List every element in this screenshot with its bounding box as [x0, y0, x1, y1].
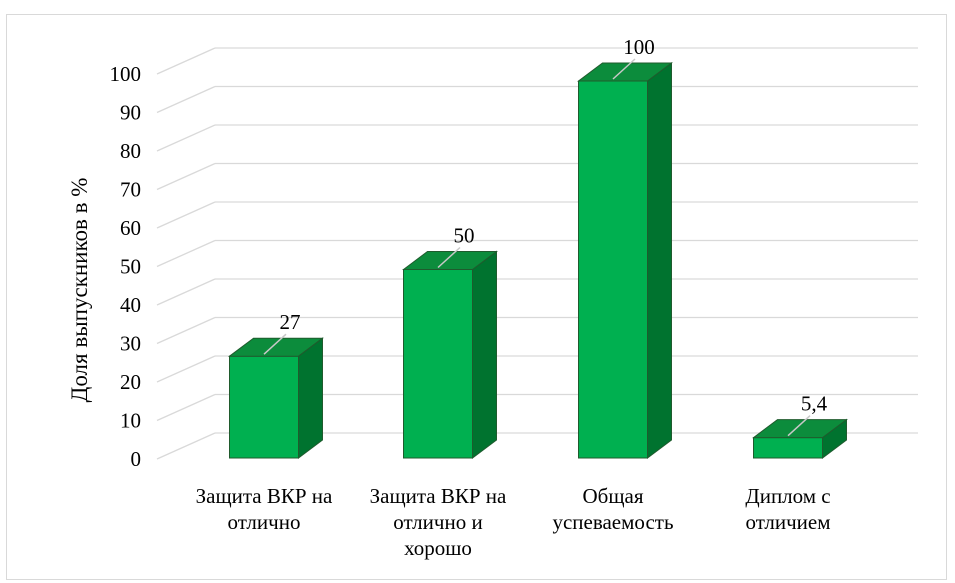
gridline-diagonal — [156, 201, 216, 229]
y-tick-labels: 0 10 20 30 40 50 60 70 80 90 100 — [110, 62, 142, 471]
bar-front — [229, 355, 299, 459]
y-tick-label: 0 — [131, 447, 142, 471]
bars — [228, 62, 848, 459]
data-label-leader — [437, 246, 461, 269]
gridlines — [156, 47, 918, 460]
data-label-leader — [787, 415, 811, 437]
x-category-label-line: отличием — [745, 510, 830, 534]
data-label: 100 — [623, 35, 655, 59]
y-tick-label: 10 — [120, 409, 141, 433]
data-label: 5,4 — [801, 392, 828, 416]
data-labels: 27 50 100 5,4 — [263, 35, 828, 437]
y-tick-label: 50 — [120, 255, 141, 279]
bar-top — [752, 419, 848, 439]
data-label-leader — [263, 333, 287, 355]
y-tick-label: 30 — [120, 332, 141, 356]
x-category-label-line: Диплом с — [745, 484, 830, 508]
bar-side — [472, 250, 497, 459]
gridline-diagonal — [156, 393, 216, 422]
bar-top — [228, 337, 324, 357]
y-tick-label: 60 — [120, 216, 141, 240]
bar-front — [578, 80, 648, 459]
gridline-diagonal — [156, 355, 216, 383]
gridline-diagonal — [156, 124, 216, 152]
gridline-diagonal — [156, 239, 216, 268]
bar-top — [577, 62, 673, 82]
bar-front — [403, 269, 473, 459]
data-label-leader — [612, 58, 636, 80]
gridline-diagonal — [156, 278, 216, 306]
data-label: 27 — [280, 310, 301, 334]
x-category-label-line: хорошо — [404, 536, 472, 560]
y-tick-label: 90 — [120, 101, 141, 125]
y-axis-title: Доля выпускников в % — [67, 178, 92, 403]
gridline-diagonal — [156, 316, 216, 345]
y-tick-label: 100 — [110, 62, 142, 86]
x-category-label-line: успеваемость — [552, 510, 673, 534]
gridline-diagonal — [156, 432, 216, 460]
y-tick-label: 70 — [120, 178, 141, 202]
gridline-diagonal — [156, 85, 216, 114]
x-category-label: Защита ВКР на отлично — [196, 484, 333, 534]
x-category-label: Диплом с отличием — [745, 484, 830, 534]
chart-frame — [6, 14, 947, 580]
x-category-label-line: Защита ВКР на — [370, 484, 507, 508]
bar-side — [647, 62, 672, 459]
x-category-label-line: Общая — [582, 484, 643, 508]
x-category-label-line: отлично — [228, 510, 301, 534]
bar-front — [753, 437, 823, 459]
gridline-diagonal — [156, 162, 216, 191]
y-tick-label: 20 — [120, 370, 141, 394]
x-category-label-line: отлично и — [393, 510, 482, 534]
x-category-label: Общая успеваемость — [552, 484, 673, 534]
data-label: 50 — [454, 224, 475, 248]
x-category-label-line: Защита ВКР на — [196, 484, 333, 508]
bar-top — [402, 251, 498, 270]
x-category-label: Защита ВКР на отлично и хорошо — [370, 484, 507, 560]
bar-side — [298, 337, 323, 459]
gridline-diagonal — [156, 47, 216, 75]
y-tick-label: 80 — [120, 139, 141, 163]
y-tick-label: 40 — [120, 293, 141, 317]
